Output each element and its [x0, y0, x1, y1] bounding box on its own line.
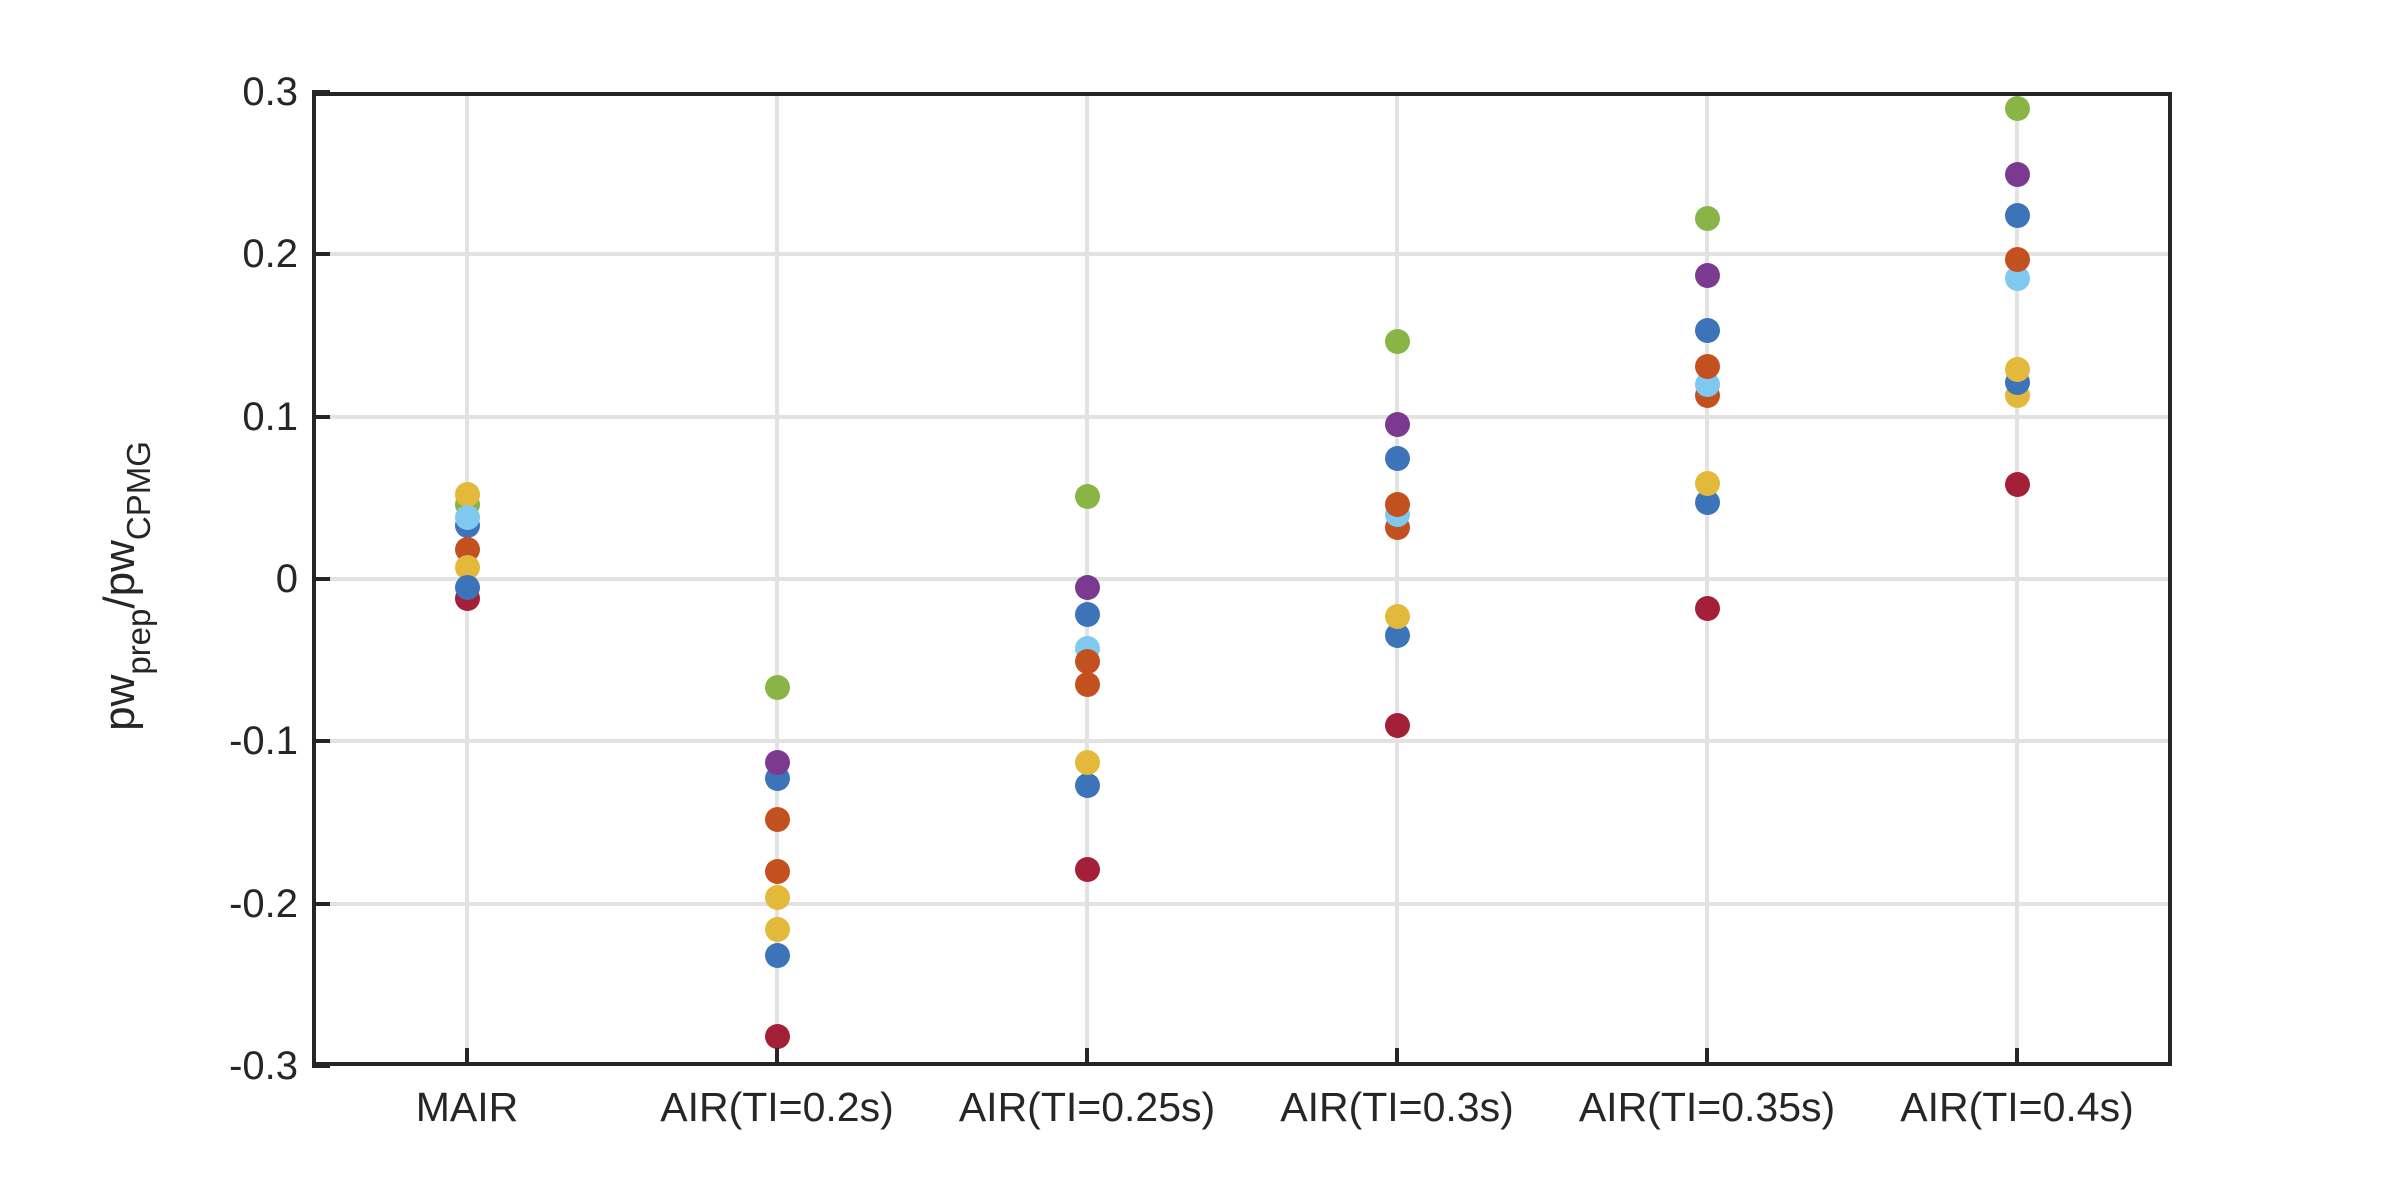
data-point-blue	[1074, 602, 1100, 628]
data-point-yellow	[2004, 357, 2030, 383]
y-tick-label: 0	[275, 557, 298, 601]
data-point-yellow	[454, 482, 480, 508]
y-axis-tick	[312, 901, 330, 906]
data-point-purple	[764, 749, 790, 775]
gridline-horizontal	[312, 252, 2172, 257]
data-point-orange	[1074, 649, 1100, 675]
x-tick-label: AIR(TI=0.3s)	[1280, 1084, 1514, 1130]
data-point-maroon	[2004, 472, 2030, 498]
data-point-orange	[2004, 246, 2030, 272]
data-point-blue	[764, 943, 790, 969]
data-point-orange	[764, 858, 790, 884]
data-point-lightblue	[454, 504, 480, 530]
data-point-blue	[1694, 318, 1720, 344]
y-tick-label: 0.3	[242, 70, 298, 114]
data-point-green	[1694, 206, 1720, 232]
data-point-blue	[454, 574, 480, 600]
x-axis-tick	[1705, 1048, 1709, 1066]
y-axis-tick	[312, 90, 330, 94]
y-axis-tick	[312, 577, 330, 581]
data-point-green	[1384, 329, 1410, 355]
data-point-purple	[1694, 262, 1720, 288]
y-tick-label: -0.3	[229, 1044, 298, 1088]
x-axis-tick	[465, 1048, 469, 1066]
data-point-orange	[1074, 672, 1100, 698]
y-axis-tick	[312, 739, 330, 744]
data-point-blue	[2004, 202, 2030, 228]
y-axis-label-sub2: CPMG	[119, 441, 157, 541]
gridline-horizontal	[312, 577, 2172, 581]
data-point-purple	[2004, 162, 2030, 188]
data-point-yellow	[764, 884, 790, 910]
data-point-blue	[1074, 772, 1100, 798]
data-point-yellow	[764, 917, 790, 943]
data-point-yellow	[1074, 749, 1100, 775]
data-point-purple	[1384, 412, 1410, 438]
y-tick-label: 0.2	[242, 232, 298, 277]
data-point-yellow	[1384, 603, 1410, 629]
gridline-horizontal	[312, 739, 2172, 744]
data-point-yellow	[1694, 470, 1720, 496]
gridline-horizontal	[312, 901, 2172, 906]
data-point-blue	[1384, 446, 1410, 472]
data-point-green	[1074, 483, 1100, 509]
data-point-green	[2004, 95, 2030, 121]
x-axis-tick	[1085, 1048, 1089, 1066]
y-axis-tick	[312, 1064, 330, 1068]
gridline-horizontal	[312, 414, 2172, 419]
y-axis-tick	[312, 414, 330, 419]
x-axis-tick	[775, 1048, 779, 1066]
y-tick-label: -0.1	[229, 719, 298, 764]
x-axis-tick	[2015, 1048, 2019, 1066]
data-point-maroon	[1074, 857, 1100, 883]
x-tick-label: AIR(TI=0.35s)	[1578, 1084, 1836, 1130]
data-point-orange	[1694, 353, 1720, 379]
x-tick-label: AIR(TI=0.4s)	[1900, 1084, 2134, 1130]
x-tick-label: AIR(TI=0.25s)	[958, 1084, 1216, 1130]
y-tick-label: 0.1	[242, 394, 298, 439]
y-axis-label-sub1: prep	[119, 608, 157, 675]
data-point-orange	[764, 806, 790, 832]
data-point-maroon	[1694, 595, 1720, 621]
data-point-maroon	[1384, 712, 1410, 738]
x-tick-label: AIR(TI=0.2s)	[660, 1084, 894, 1130]
y-axis-tick	[312, 252, 330, 257]
data-point-green	[764, 675, 790, 701]
y-tick-label: -0.2	[229, 881, 298, 926]
data-point-maroon	[764, 1024, 790, 1050]
x-axis-tick	[1395, 1048, 1399, 1066]
data-point-purple	[1074, 574, 1100, 600]
x-tick-label: MAIR	[415, 1084, 519, 1130]
data-point-orange	[1384, 491, 1410, 517]
